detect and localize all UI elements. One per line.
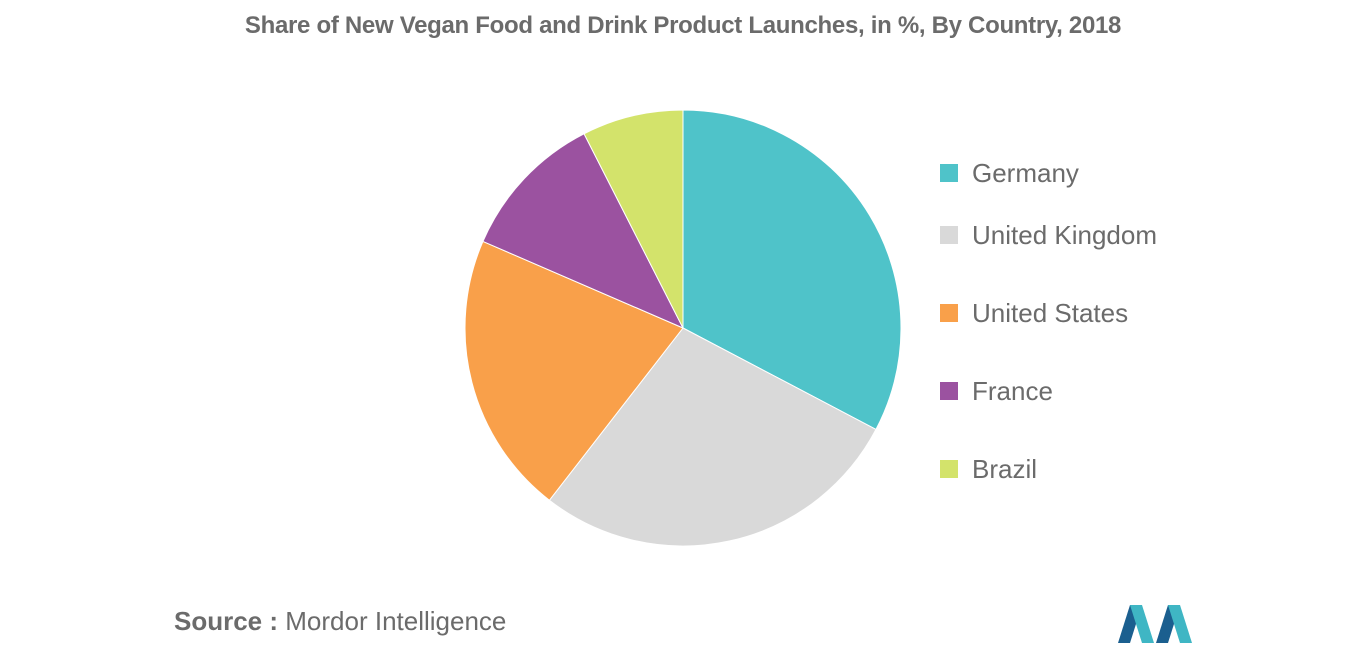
source-label: Source :: [174, 606, 279, 636]
chart-legend: Germany United Kingdom United States France…: [940, 150, 1240, 508]
legend-label: United States: [972, 297, 1129, 328]
pie-slice-germany: [682, 109, 902, 431]
pie-slice-united-states: [464, 240, 684, 501]
source-note: Source : Mordor Intelligence: [174, 606, 506, 637]
legend-item-france: France: [940, 352, 1240, 430]
legend-swatch: [940, 226, 958, 244]
legend-swatch: [940, 304, 958, 322]
legend-label: Germany: [972, 157, 1079, 188]
legend-item-united-states: United States: [940, 274, 1240, 352]
pie-slice-brazil: [583, 109, 684, 329]
pie-slice-united-kingdom: [548, 327, 877, 547]
legend-label: France: [972, 375, 1053, 406]
pie-slice-france: [482, 133, 685, 330]
legend-swatch: [940, 164, 958, 182]
legend-item-germany: Germany: [940, 150, 1240, 196]
legend-swatch: [940, 460, 958, 478]
mordor-intelligence-logo-icon: [1118, 605, 1192, 643]
legend-label: United Kingdom: [972, 219, 1157, 250]
legend-swatch: [940, 382, 958, 400]
legend-item-brazil: Brazil: [940, 430, 1240, 508]
chart-title: Share of New Vegan Food and Drink Produc…: [244, 12, 1122, 39]
legend-label: Brazil: [972, 453, 1038, 484]
source-text: Mordor Intelligence: [285, 606, 507, 636]
legend-item-united-kingdom: United Kingdom: [940, 196, 1240, 274]
